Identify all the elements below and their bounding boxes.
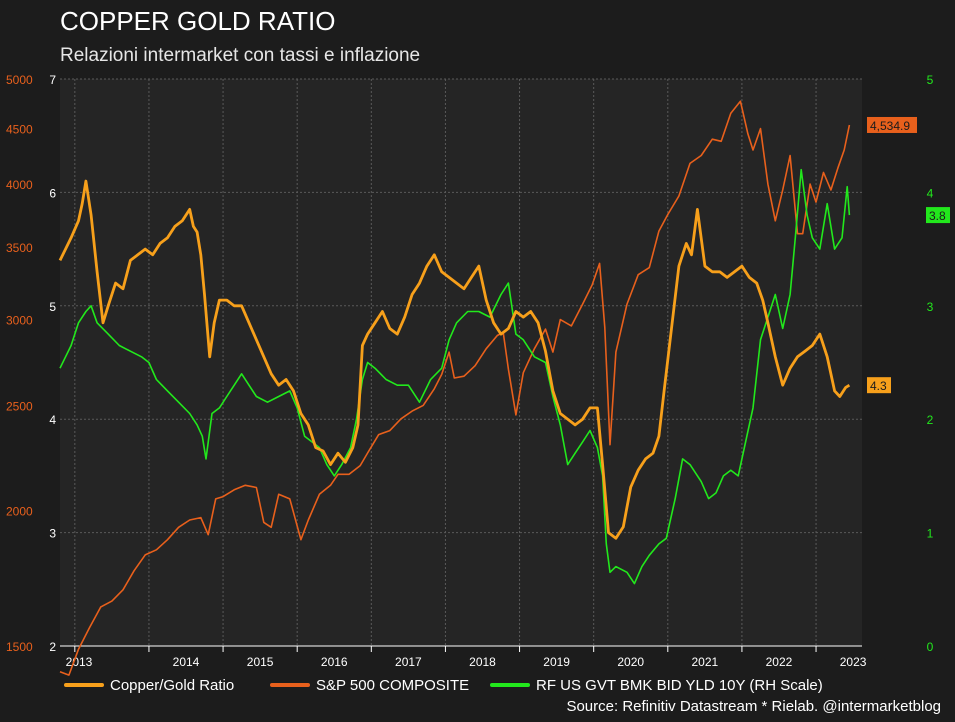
last-label-sp500: 4,534.9 [870, 119, 910, 133]
x-tick-year: 2021 [692, 655, 719, 669]
last-label-yield10y: 3.8 [929, 209, 946, 223]
legend-item-copper-gold: Copper/Gold Ratio [64, 674, 234, 696]
y-tick-yield: 3 [927, 300, 934, 314]
x-tick-year: 2013 [66, 655, 93, 669]
x-tick-year: 2015 [247, 655, 274, 669]
y-tick-copper-gold: 6 [49, 186, 56, 200]
last-label-copper-gold-box [867, 377, 891, 394]
legend: Copper/Gold Ratio S&P 500 COMPOSITE RF U… [0, 674, 955, 696]
chart-subtitle: Relazioni intermarket con tassi e inflaz… [60, 45, 421, 66]
last-label-yield10y-box [926, 207, 950, 224]
y-tick-sp500: 4000 [6, 178, 33, 192]
y-tick-sp500: 2000 [6, 505, 33, 519]
y-tick-yield: 4 [927, 186, 934, 200]
legend-swatch-yield10y [490, 683, 530, 687]
x-tick-year: 2019 [543, 655, 570, 669]
x-tick-year: 2018 [469, 655, 496, 669]
last-value-labels: 4,534.9 3.8 4.3 [867, 116, 950, 394]
y-tick-copper-gold: 2 [49, 640, 56, 654]
y-tick-yield: 0 [927, 640, 934, 654]
source-note: Source: Refinitiv Datastream * Rielab. @… [566, 698, 941, 715]
x-tick-year: 2022 [766, 655, 793, 669]
series-line-sp500 [59, 100, 851, 676]
y-tick-sp500: 3000 [6, 314, 33, 328]
y-tick-copper-gold: 7 [49, 73, 56, 87]
chart-title: COPPER GOLD RATIO [60, 6, 336, 36]
y-tick-yield: 1 [927, 527, 934, 541]
legend-label-copper-gold: Copper/Gold Ratio [110, 676, 235, 694]
x-tick-year: 2016 [321, 655, 348, 669]
last-label-copper-gold: 4.3 [870, 379, 887, 393]
last-label-sp500-box [867, 116, 917, 133]
x-tick-year: 2020 [617, 655, 644, 669]
legend-label-yield10y: RF US GVT BMK BID YLD 10Y (RH Scale) [536, 676, 823, 694]
x-tick-year: 2017 [395, 655, 422, 669]
x-tick-year: 2023 [840, 655, 867, 669]
y-tick-copper-gold: 3 [49, 527, 56, 541]
legend-swatch-copper-gold [64, 683, 104, 687]
y-tick-sp500: 1500 [6, 640, 33, 654]
series-line-copper-gold [58, 179, 851, 540]
y-tick-copper-gold: 4 [49, 413, 56, 427]
legend-item-yield10y: RF US GVT BMK BID YLD 10Y (RH Scale) [490, 674, 823, 696]
legend-swatch-sp500 [270, 683, 310, 687]
gridlines [60, 78, 862, 647]
series-lines [58, 100, 851, 676]
legend-label-sp500: S&P 500 COMPOSITE [316, 676, 470, 694]
y-tick-sp500: 4500 [6, 123, 33, 137]
y-tick-sp500: 3500 [6, 241, 33, 255]
y-tick-sp500: 5000 [6, 73, 33, 87]
y-tick-yield: 2 [927, 413, 934, 427]
y-tick-yield: 5 [927, 73, 934, 87]
legend-item-sp500: S&P 500 COMPOSITE [270, 674, 469, 696]
y-tick-sp500: 2500 [6, 399, 33, 413]
plot-area [60, 79, 862, 646]
y-tick-copper-gold: 5 [49, 300, 56, 314]
x-tick-year: 2014 [173, 655, 200, 669]
series-line-yield10y [59, 168, 851, 585]
